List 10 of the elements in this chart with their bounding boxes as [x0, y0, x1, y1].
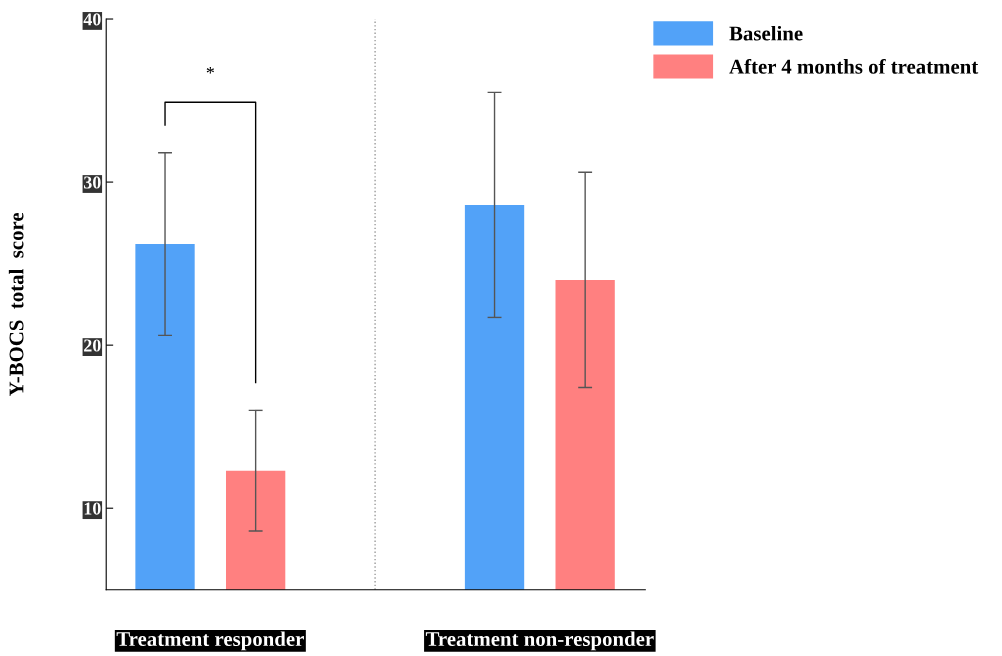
y-tick-label: 10 [84, 502, 101, 515]
y-axis-title: Y-BOCS total score [8, 212, 24, 397]
y-tick-label: 40 [83, 13, 101, 26]
annotation: * [206, 66, 214, 74]
x-tick-label: Treatment non-responder [425, 631, 654, 651]
x-tick-label: Treatment responder [116, 631, 304, 651]
y-tick-label: 20 [84, 339, 101, 352]
y-tick-label: 30 [83, 176, 101, 189]
legend-label: Baseline [729, 25, 803, 41]
legend-label: After 4 months of treatment [729, 58, 979, 74]
